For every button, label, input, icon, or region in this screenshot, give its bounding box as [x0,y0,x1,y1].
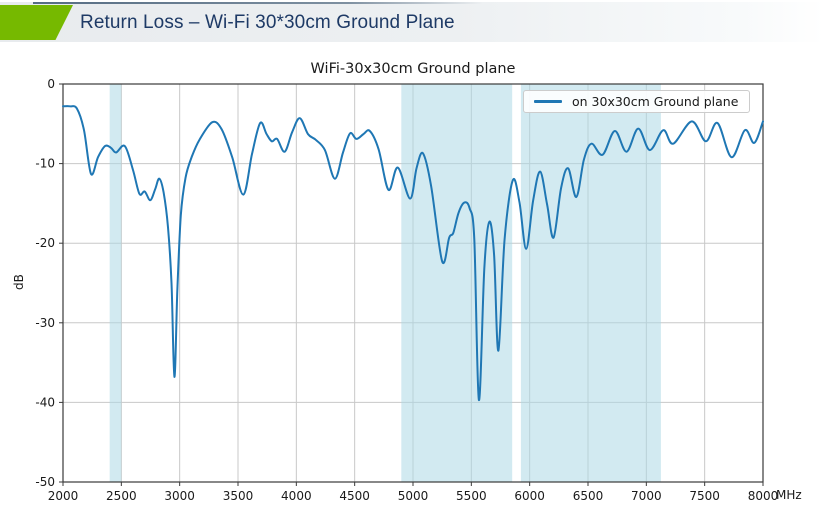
plot-canvas: 2000 2500 3000 3500 4000 4500 5000 5500 6000 6500… [35,77,779,503]
chart-title: WiFi-30x30cm Ground plane [310,61,516,77]
y-axis-label: dB [12,274,26,290]
header-accent-line [33,2,483,4]
legend-label: on 30x30cm Ground plane [572,94,739,109]
y-tick-label: -20 [35,236,55,250]
x-tick-label: 2500 [106,489,137,503]
legend: on 30x30cm Ground plane [523,90,751,113]
x-axis-unit-label: MHz [776,488,802,502]
return-loss-chart: 2000 2500 3000 3500 4000 4500 5000 5500 6000 6500… [0,42,824,510]
y-tick-label: -10 [35,157,55,171]
x-tick-label: 6500 [573,489,604,503]
x-tick-label: 4500 [339,489,370,503]
x-tick-label: 7000 [631,489,662,503]
x-tick-label: 2000 [48,489,79,503]
y-tick-label: -50 [35,475,55,489]
page-title: Return Loss – Wi-Fi 30*30cm Ground Plane [80,12,455,33]
legend-line-sample [534,100,562,103]
x-tick-label: 6000 [514,489,545,503]
x-tick-label: 5500 [456,489,487,503]
x-tick-label: 3500 [223,489,254,503]
header-accent-shape [0,5,73,40]
x-tick-label: 7500 [689,489,720,503]
x-tick-label: 4000 [281,489,312,503]
y-tick-label: -30 [35,316,55,330]
x-tick-label: 8000 [748,489,779,503]
wifi-band-highlight [401,84,513,482]
wifi-band-highlight [109,84,122,482]
slide-header: Return Loss – Wi-Fi 30*30cm Ground Plane [0,2,824,42]
x-tick-label: 5000 [398,489,429,503]
y-tick-label: 0 [47,77,55,91]
return-loss-curve [62,105,764,402]
y-tick-label: -40 [35,395,55,409]
wifi-band-highlight [520,84,661,482]
x-tick-label: 3000 [164,489,195,503]
